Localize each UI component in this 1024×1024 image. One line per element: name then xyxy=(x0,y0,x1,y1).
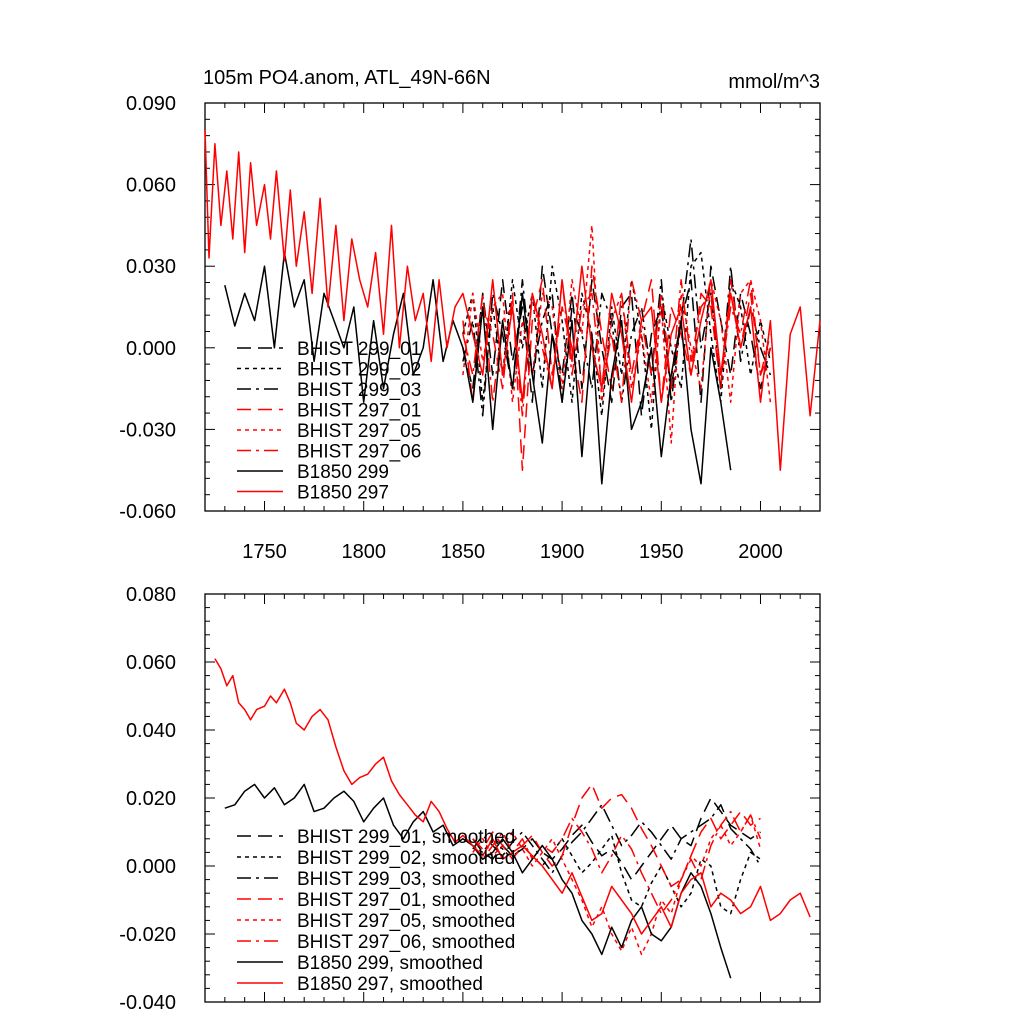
series-line-1-1 xyxy=(462,265,772,417)
x-tick-label: 1800 xyxy=(341,541,386,563)
x-tick-label: 1750 xyxy=(242,541,287,563)
y-tick-label: 0.060 xyxy=(126,175,176,197)
y-tick-label: 0.090 xyxy=(126,93,176,115)
y-tick-label: -0.030 xyxy=(119,419,176,441)
legend-label: BHIST 297_01, smoothed xyxy=(297,890,515,911)
y-tick-label: 0.000 xyxy=(126,856,176,878)
legend-label: BHIST 297_01 xyxy=(297,401,421,422)
legend-label: BHIST 299_02 xyxy=(297,360,421,381)
y-tick-label: 0.040 xyxy=(126,720,176,742)
series-line-1-8 xyxy=(204,130,821,471)
x-tick-label: 2000 xyxy=(738,541,783,563)
y-tick-label: -0.060 xyxy=(119,501,176,523)
legend-label: BHIST 297_06 xyxy=(297,442,421,463)
legend-label: BHIST 299_01 xyxy=(297,339,421,360)
legend-label: BHIST 299_02, smoothed xyxy=(297,848,515,869)
y-tick-label: 0.020 xyxy=(126,788,176,810)
legend-label: B1850 297, smoothed xyxy=(297,974,483,995)
y-tick-label: -0.020 xyxy=(119,924,176,946)
series-line-2-1 xyxy=(472,797,761,881)
legend-label: BHIST 297_05, smoothed xyxy=(297,911,515,932)
y-tick-label: -0.040 xyxy=(119,992,176,1014)
y-tick-label: 0.000 xyxy=(126,338,176,360)
legend-label: B1850 299, smoothed xyxy=(297,953,483,974)
legend-label: BHIST 299_03 xyxy=(297,380,421,401)
series-line-2-7 xyxy=(224,783,732,979)
legend-label: B1850 297 xyxy=(297,483,389,504)
units-label: mmol/m^3 xyxy=(728,71,820,93)
chart-title: 105m PO4.anom, ATL_49N-66N xyxy=(203,67,491,89)
y-tick-label: 0.080 xyxy=(126,584,176,606)
legend-label: BHIST 299_01, smoothed xyxy=(297,827,515,848)
series-line-2-8 xyxy=(214,658,811,935)
series-line-2-4 xyxy=(472,783,761,888)
legend-label: BHIST 297_06, smoothed xyxy=(297,932,515,953)
legend-label: B1850 299 xyxy=(297,462,389,483)
x-tick-label: 1850 xyxy=(441,541,486,563)
x-tick-label: 1900 xyxy=(540,541,585,563)
legend-label: BHIST 299_03, smoothed xyxy=(297,869,515,890)
legend-label: BHIST 297_05 xyxy=(297,421,421,442)
y-tick-label: 0.030 xyxy=(126,256,176,278)
series-line-1-5 xyxy=(462,224,772,444)
y-tick-label: 0.060 xyxy=(126,652,176,674)
series-line-2-3 xyxy=(472,804,762,874)
series-line-2-6 xyxy=(472,810,762,915)
plot-frame-1 xyxy=(204,102,821,512)
series-line-2-2 xyxy=(472,834,761,915)
x-tick-label: 1950 xyxy=(639,541,684,563)
